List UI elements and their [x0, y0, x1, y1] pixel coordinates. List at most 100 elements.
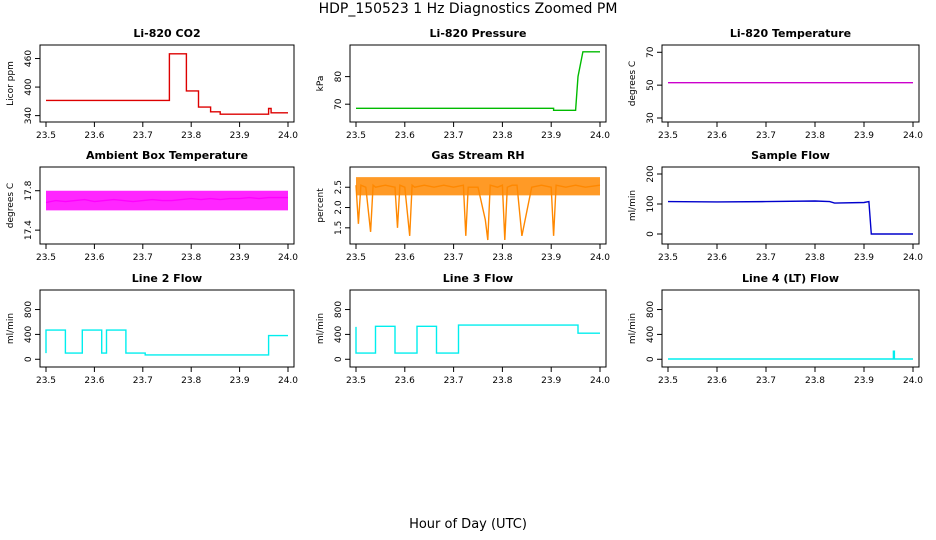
x-tick-label: 23.6 [395, 131, 415, 141]
x-tick-label: 23.7 [444, 131, 464, 141]
x-tick-label: 23.5 [346, 253, 366, 263]
y-tick-label: 70 [646, 46, 656, 58]
x-tick-label: 23.8 [805, 253, 825, 263]
x-tick-label: 23.7 [756, 131, 776, 141]
x-tick-label: 23.9 [541, 376, 561, 386]
x-tick-label: 23.9 [230, 131, 250, 141]
y-tick-label: 400 [24, 78, 34, 95]
y-tick-label: 800 [24, 301, 34, 318]
x-tick-label: 23.6 [707, 376, 727, 386]
series-line [667, 200, 913, 235]
y-tick-label: 70 [334, 98, 344, 110]
x-tick-label: 23.7 [444, 253, 464, 263]
x-tick-label: 24.0 [590, 131, 610, 141]
plot-frame [349, 289, 607, 368]
y-tick-label: 0 [334, 356, 344, 362]
y-axis-label: degrees C [6, 183, 16, 228]
plot-frame [661, 289, 920, 368]
y-tick-label: 1.5 [334, 221, 344, 235]
x-tick-label: 23.7 [756, 376, 776, 386]
x-tick-label: 23.5 [658, 376, 678, 386]
panel-3: Li-820 Temperature degrees C 23.5 23.6 23.7 2… [628, 27, 923, 141]
y-axis-label: kPa [316, 76, 326, 92]
x-tick-label: 23.8 [492, 376, 512, 386]
series-line [668, 350, 913, 360]
x-tick-label: 23.5 [658, 131, 678, 141]
x-tick-label: 23.6 [84, 131, 104, 141]
x-tick-label: 23.6 [84, 376, 104, 386]
figure-xlabel: Hour of Day (UTC) [409, 517, 527, 532]
x-tick-label: 23.5 [36, 253, 56, 263]
plot-frame [349, 44, 607, 123]
x-tick-label: 23.9 [230, 253, 250, 263]
x-tick-label: 23.9 [230, 376, 250, 386]
x-tick-label: 23.6 [707, 253, 727, 263]
x-tick-label: 24.0 [278, 376, 298, 386]
y-tick-label: 17.8 [24, 180, 34, 200]
x-tick-label: 23.9 [854, 376, 874, 386]
x-tick-label: 23.5 [36, 131, 56, 141]
x-tick-label: 24.0 [590, 253, 610, 263]
y-tick-label: 200 [646, 165, 656, 182]
y-axis-label: Licor ppm [6, 61, 16, 106]
x-tick-label: 23.7 [444, 376, 464, 386]
x-tick-label: 24.0 [903, 253, 923, 263]
x-tick-label: 23.9 [541, 131, 561, 141]
x-tick-label: 23.9 [541, 253, 561, 263]
y-axis-label: ml/min [628, 190, 638, 221]
y-tick-label: 2.5 [334, 180, 344, 194]
x-tick-label: 23.9 [854, 253, 874, 263]
y-tick-label: 800 [334, 301, 344, 318]
x-tick-label: 23.6 [707, 131, 727, 141]
y-tick-label: 800 [646, 301, 656, 318]
x-tick-label: 23.7 [133, 376, 153, 386]
y-tick-label: 50 [646, 79, 656, 91]
series-line [45, 329, 288, 356]
y-tick-label: 0 [646, 356, 656, 362]
y-tick-label: 400 [646, 326, 656, 343]
y-tick-label: 17.4 [24, 220, 34, 240]
plot-frame [39, 289, 295, 368]
x-tick-label: 23.8 [181, 253, 201, 263]
panel-6: Sample Flow ml/min 23.5 23.6 23.7 23.8 23.9 24.… [628, 149, 923, 263]
y-axis-label: degrees C [628, 61, 638, 106]
series-band [356, 177, 600, 196]
y-tick-label: 30 [646, 112, 656, 124]
y-tick-label: 340 [24, 107, 34, 124]
y-tick-label: 100 [646, 195, 656, 212]
x-tick-label: 23.6 [395, 253, 415, 263]
panel-title: Line 4 (LT) Flow [742, 272, 839, 285]
y-axis-label: ml/min [6, 313, 16, 344]
series-line [46, 53, 288, 115]
panel-1: Li-820 CO2 Licor ppm 23.5 23.6 23.7 23.8 23.9 2… [6, 27, 298, 141]
x-tick-label: 23.6 [84, 253, 104, 263]
x-tick-label: 23.8 [492, 253, 512, 263]
x-tick-label: 23.6 [395, 376, 415, 386]
x-tick-label: 23.7 [133, 253, 153, 263]
panel-9: Line 4 (LT) Flow ml/min 23.5 23.6 23.7 23.8 23… [628, 272, 923, 386]
y-tick-label: 80 [334, 71, 344, 83]
x-tick-label: 23.8 [805, 376, 825, 386]
x-tick-label: 23.9 [854, 131, 874, 141]
x-tick-label: 24.0 [278, 131, 298, 141]
y-tick-label: 460 [24, 50, 34, 67]
y-tick-label: 400 [334, 326, 344, 343]
x-tick-label: 23.5 [346, 376, 366, 386]
panel-2: Li-820 Pressure kPa 23.5 23.6 23.7 23.8 23.9 24… [316, 27, 610, 141]
y-tick-label: 0 [646, 231, 656, 237]
x-tick-label: 23.8 [181, 131, 201, 141]
y-tick-label: 0 [24, 356, 34, 362]
plot-frame [39, 166, 295, 245]
y-axis-label: ml/min [316, 313, 326, 344]
plot-frame [661, 166, 920, 245]
plot-frame [661, 44, 920, 123]
y-axis-label: ml/min [628, 313, 638, 344]
x-tick-label: 23.5 [36, 376, 56, 386]
series-line [355, 183, 601, 241]
panel-title: Line 3 Flow [443, 272, 513, 285]
panel-4: Ambient Box Temperature degrees C 23.5 23.6… [6, 149, 298, 263]
y-axis-label: percent [316, 188, 326, 223]
x-tick-label: 24.0 [903, 131, 923, 141]
panel-title: Sample Flow [751, 149, 830, 162]
panel-7: Line 2 Flow ml/min 23.5 23.6 23.7 23.8 23.9 24.… [6, 272, 298, 386]
